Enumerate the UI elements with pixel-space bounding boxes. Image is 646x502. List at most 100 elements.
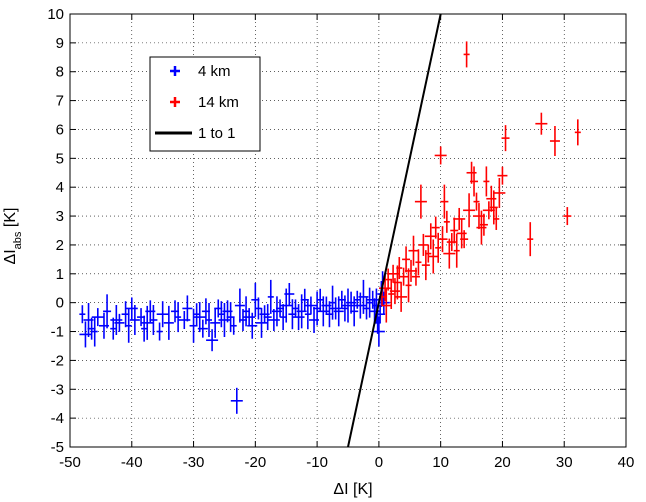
data-point bbox=[463, 41, 470, 68]
data-point bbox=[210, 307, 221, 338]
y-axis-label-main: ΔI bbox=[2, 249, 19, 264]
data-point bbox=[415, 249, 422, 276]
data-point bbox=[263, 304, 272, 331]
data-point bbox=[535, 112, 548, 135]
data-point bbox=[230, 316, 237, 335]
x-tick-label: -20 bbox=[244, 454, 266, 471]
x-tick-label: 0 bbox=[375, 454, 383, 471]
data-point bbox=[110, 317, 117, 340]
y-tick-label: 8 bbox=[56, 64, 64, 81]
x-tick-label: 10 bbox=[432, 454, 449, 471]
data-point bbox=[443, 238, 456, 269]
data-point bbox=[460, 230, 469, 249]
data-point bbox=[341, 295, 348, 322]
data-point bbox=[472, 203, 485, 230]
data-point bbox=[493, 177, 506, 208]
data-point bbox=[163, 305, 174, 340]
y-tick-label: -2 bbox=[51, 352, 64, 369]
y-tick-label: 6 bbox=[56, 121, 64, 138]
y-tick-labels: -5 -4 -3 -2 -1 0 1 2 3 4 5 6 7 8 9 10 bbox=[47, 6, 64, 456]
x-tick-label: -50 bbox=[59, 454, 81, 471]
data-point bbox=[267, 308, 280, 331]
y-tick-label: -4 bbox=[51, 410, 64, 427]
data-point bbox=[230, 387, 243, 414]
series-4-km bbox=[79, 271, 390, 414]
data-point bbox=[178, 310, 191, 329]
y-tick-label: -1 bbox=[51, 324, 64, 341]
x-axis-label: ΔI [K] bbox=[333, 481, 372, 498]
data-point bbox=[342, 288, 354, 323]
plot-area bbox=[79, 14, 581, 447]
data-point bbox=[193, 302, 206, 333]
y-tick-label: 3 bbox=[56, 208, 64, 225]
data-point bbox=[156, 301, 169, 328]
data-point bbox=[243, 296, 250, 327]
y-axis-label: ΔIabs [K] bbox=[2, 208, 24, 265]
data-point bbox=[466, 161, 477, 184]
data-point bbox=[440, 184, 449, 219]
legend-marker-14km bbox=[170, 97, 180, 107]
data-point bbox=[206, 302, 212, 337]
x-tick-label: 40 bbox=[618, 454, 635, 471]
data-point bbox=[501, 125, 510, 152]
data-point bbox=[437, 226, 448, 253]
series-line-1-to-1 bbox=[347, 14, 442, 447]
legend-label-14km: 14 km bbox=[198, 94, 239, 111]
x-tick-label: -40 bbox=[121, 454, 143, 471]
data-point bbox=[366, 287, 373, 318]
data-point bbox=[255, 307, 268, 338]
y-tick-label: 2 bbox=[56, 237, 64, 254]
data-point bbox=[549, 126, 560, 157]
data-point bbox=[453, 207, 466, 230]
y-tick-label: 7 bbox=[56, 93, 64, 110]
data-point bbox=[388, 279, 395, 310]
data-point bbox=[479, 213, 488, 236]
x-tick-label: 20 bbox=[494, 454, 511, 471]
data-point bbox=[395, 281, 408, 312]
y-tick-label: 9 bbox=[56, 35, 64, 52]
data-point bbox=[292, 299, 299, 318]
data-point bbox=[493, 207, 500, 230]
legend-box bbox=[149, 56, 261, 152]
y-tick-label: -3 bbox=[51, 381, 64, 398]
data-point bbox=[482, 201, 495, 220]
data-point bbox=[428, 239, 439, 274]
data-point bbox=[405, 268, 412, 303]
axis-ticks bbox=[69, 13, 627, 448]
data-point bbox=[91, 316, 98, 347]
data-point bbox=[141, 315, 148, 342]
y-tick-label: 10 bbox=[47, 6, 64, 23]
data-point bbox=[372, 316, 385, 347]
data-point bbox=[79, 305, 86, 324]
data-point bbox=[91, 308, 104, 327]
data-point bbox=[414, 184, 427, 219]
series-14-km bbox=[378, 41, 581, 323]
plot-frame bbox=[69, 13, 627, 448]
legend-label-1to1: 1 to 1 bbox=[198, 125, 236, 142]
data-point bbox=[114, 313, 125, 332]
data-point bbox=[398, 267, 409, 286]
data-point bbox=[425, 244, 432, 263]
data-point bbox=[175, 302, 182, 333]
data-point bbox=[103, 294, 112, 329]
y-axis-label-unit: [K] bbox=[2, 208, 19, 232]
data-point bbox=[125, 297, 138, 320]
data-point bbox=[243, 308, 256, 327]
data-point bbox=[431, 216, 440, 239]
data-point bbox=[197, 319, 208, 338]
data-point bbox=[304, 299, 311, 330]
data-point bbox=[402, 246, 411, 273]
data-point bbox=[453, 233, 460, 268]
data-point bbox=[434, 146, 447, 165]
y-tick-label: -5 bbox=[51, 439, 64, 456]
data-point bbox=[79, 321, 92, 348]
data-point bbox=[483, 166, 490, 197]
data-point bbox=[280, 304, 287, 331]
data-point bbox=[156, 322, 163, 341]
data-point bbox=[473, 192, 480, 211]
x-tick-label: -10 bbox=[306, 454, 328, 471]
y-tick-label: 0 bbox=[56, 295, 64, 312]
data-point bbox=[149, 304, 158, 335]
x-tick-labels: -50 -40 -30 -20 -10 0 10 20 30 40 bbox=[59, 454, 634, 471]
